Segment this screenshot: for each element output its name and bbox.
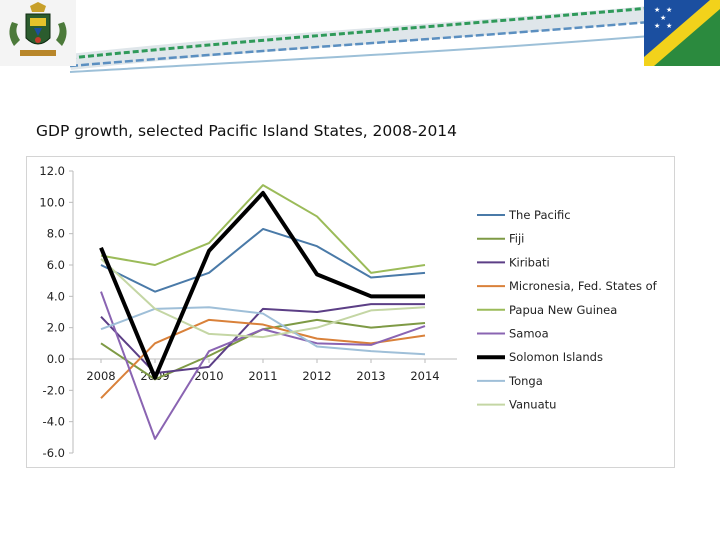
legend-label: Papua New Guinea <box>509 303 617 317</box>
y-tick-label: -4.0 <box>43 415 65 429</box>
legend-label: Fiji <box>509 232 524 246</box>
y-tick-label: 4.0 <box>47 289 65 303</box>
coat-of-arms-logo <box>0 0 76 66</box>
series-line-micronesia-fed-states-of <box>100 318 426 399</box>
legend-label: Solomon Islands <box>509 350 603 364</box>
x-tick-label: 2014 <box>410 369 439 383</box>
series-line-the-pacific <box>100 227 426 293</box>
x-tick-label: 2008 <box>86 369 115 383</box>
svg-text:★: ★ <box>654 22 660 30</box>
legend-label: Samoa <box>509 327 549 341</box>
svg-text:★: ★ <box>666 6 672 14</box>
legend-label: Kiribati <box>509 255 550 269</box>
svg-text:★: ★ <box>660 14 666 22</box>
x-tick-label: 2012 <box>302 369 331 383</box>
x-tick-label: 2013 <box>356 369 385 383</box>
x-tick-label: 2011 <box>248 369 277 383</box>
y-tick-label: 2.0 <box>47 321 65 335</box>
series-line-vanuatu <box>100 258 426 339</box>
header-banner <box>69 6 651 73</box>
y-tick-label: 0.0 <box>47 352 65 366</box>
legend-label: Tonga <box>508 374 543 388</box>
chart-frame: 12.0 10.0 8.0 6.0 4.0 2.0 0.0 -2.0 -4.0 -6.0 2008 2… <box>26 156 675 468</box>
legend-label: Micronesia, Fed. States of <box>509 279 658 293</box>
series-line-samoa <box>100 291 426 440</box>
y-tick-label: 6.0 <box>47 258 65 272</box>
series-line-tonga <box>100 306 426 356</box>
y-tick-label: -2.0 <box>43 383 65 397</box>
series-line-solomon-islands <box>99 190 425 380</box>
x-tick-label: 2010 <box>194 369 223 383</box>
y-tick-label: -6.0 <box>43 446 65 460</box>
svg-text:★: ★ <box>654 6 660 14</box>
y-tick-label: 10.0 <box>39 195 65 209</box>
legend-label: The Pacific <box>508 208 571 222</box>
series-line-papua-new-guinea <box>100 184 426 274</box>
legend-label: Vanuatu <box>509 398 556 412</box>
y-tick-label: 12.0 <box>39 164 65 178</box>
solomon-islands-flag: ★ ★ ★ ★ ★ <box>644 0 720 66</box>
y-tick-label: 8.0 <box>47 227 65 241</box>
chart-title: GDP growth, selected Pacific Island Stat… <box>36 122 458 140</box>
gdp-line-chart: 12.0 10.0 8.0 6.0 4.0 2.0 0.0 -2.0 -4.0 -6.0 2008 2… <box>39 164 658 460</box>
svg-text:★: ★ <box>666 22 672 30</box>
